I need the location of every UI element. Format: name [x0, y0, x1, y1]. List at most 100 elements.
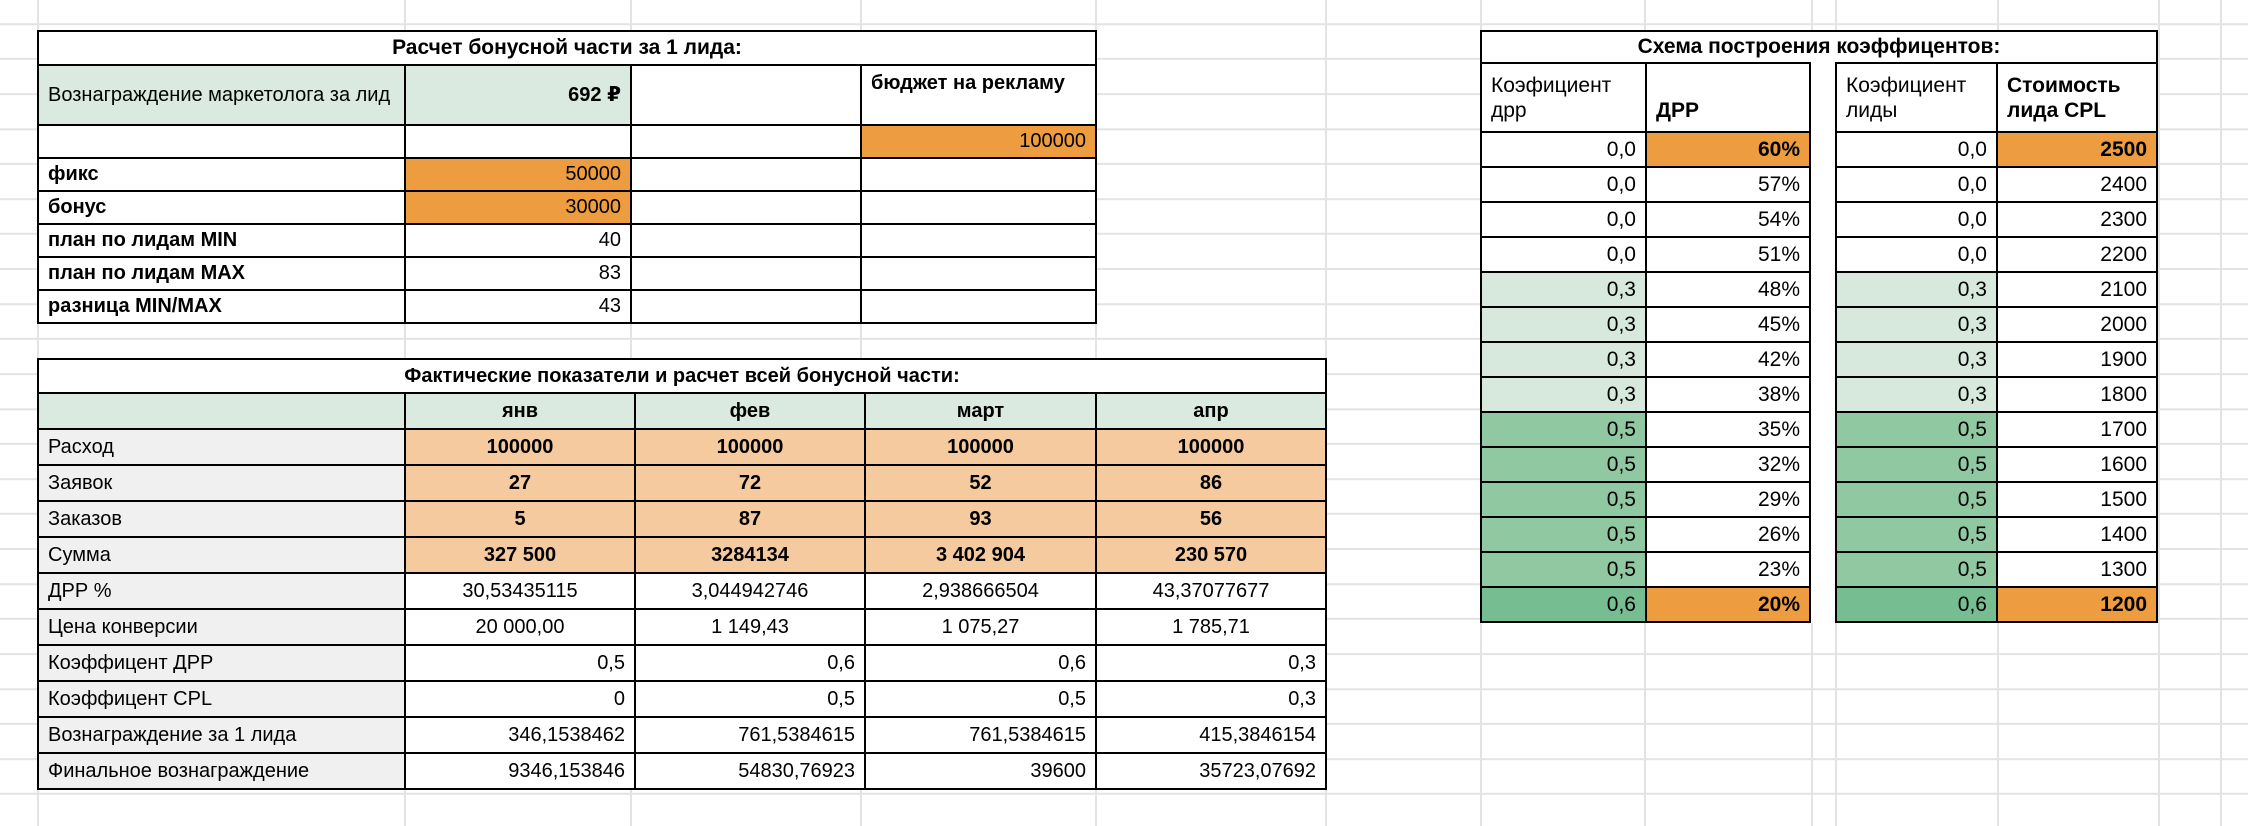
drr-coef-cell[interactable]: 0,0	[1482, 133, 1645, 166]
drr-coef-cell[interactable]: 0,5	[1482, 448, 1645, 481]
drr-table-header[interactable]: Коэфициент дрр	[1482, 64, 1645, 131]
cpl-value-cell[interactable]: 1900	[1998, 343, 2156, 376]
bonus-cell-r1c3[interactable]: 100000	[862, 126, 1095, 157]
cpl-table-header[interactable]: Коэфициент лиды	[1837, 64, 1996, 131]
drr-coef-cell[interactable]: 0,6	[1482, 588, 1645, 621]
cpl-coef-cell[interactable]: 0,0	[1837, 168, 1996, 201]
cpl-coef-cell[interactable]: 0,6	[1837, 588, 1996, 621]
cpl-coef-cell[interactable]: 0,5	[1837, 553, 1996, 586]
bonus-cell-r2c1[interactable]: 50000	[406, 159, 630, 190]
drr-value-cell[interactable]: 48%	[1647, 273, 1809, 306]
value-cell[interactable]: 0,5	[866, 682, 1095, 716]
cpl-value-cell[interactable]: 1600	[1998, 448, 2156, 481]
drr-value-cell[interactable]: 45%	[1647, 308, 1809, 341]
cpl-value-cell[interactable]: 2000	[1998, 308, 2156, 341]
value-cell[interactable]: 100000	[866, 430, 1095, 464]
value-cell[interactable]: 0,6	[636, 646, 864, 680]
drr-value-cell[interactable]: 35%	[1647, 413, 1809, 446]
value-cell[interactable]: 35723,07692	[1097, 754, 1325, 788]
value-cell[interactable]: 56	[1097, 502, 1325, 536]
value-cell[interactable]: 100000	[636, 430, 864, 464]
bonus-cell-r3c1[interactable]: 30000	[406, 192, 630, 223]
cpl-value-cell[interactable]: 2500	[1998, 133, 2156, 166]
cpl-coef-cell[interactable]: 0,5	[1837, 518, 1996, 551]
value-cell[interactable]: 346,1538462	[406, 718, 634, 752]
bonus-cell-empty[interactable]	[632, 159, 860, 190]
cpl-value-cell[interactable]: 1500	[1998, 483, 2156, 516]
row-label[interactable]: Коэффицент CPL	[39, 682, 404, 716]
drr-coef-cell[interactable]: 0,5	[1482, 483, 1645, 516]
value-cell[interactable]: 54830,76923	[636, 754, 864, 788]
cpl-coef-cell[interactable]: 0,5	[1837, 413, 1996, 446]
bonus-cell-empty[interactable]	[632, 258, 860, 289]
month-header[interactable]: фев	[636, 394, 864, 428]
actuals-table-title[interactable]: Фактические показатели и расчет всей бон…	[39, 360, 1325, 392]
actuals-header-corner[interactable]	[39, 394, 404, 428]
row-label[interactable]: Расход	[39, 430, 404, 464]
drr-value-cell[interactable]: 20%	[1647, 588, 1809, 621]
cpl-coef-cell[interactable]: 0,3	[1837, 343, 1996, 376]
row-label[interactable]: Коэффицент ДРР	[39, 646, 404, 680]
bonus-cell-r5c1[interactable]: 83	[406, 258, 630, 289]
cpl-value-cell[interactable]: 2200	[1998, 238, 2156, 271]
bonus-cell-empty[interactable]	[862, 159, 1095, 190]
bonus-cell-empty[interactable]	[632, 192, 860, 223]
drr-value-cell[interactable]: 54%	[1647, 203, 1809, 236]
value-cell[interactable]: 415,3846154	[1097, 718, 1325, 752]
value-cell[interactable]: 0,5	[636, 682, 864, 716]
bonus-cell-empty[interactable]	[39, 126, 404, 157]
cpl-value-cell[interactable]: 1800	[1998, 378, 2156, 411]
value-cell[interactable]: 761,5384615	[636, 718, 864, 752]
value-cell[interactable]: 2,938666504	[866, 574, 1095, 608]
value-cell[interactable]: 1 149,43	[636, 610, 864, 644]
bonus-cell-r0c3[interactable]: бюджет на рекламу	[862, 66, 1095, 124]
cpl-value-cell[interactable]: 1700	[1998, 413, 2156, 446]
cpl-coef-cell[interactable]: 0,0	[1837, 133, 1996, 166]
value-cell[interactable]: 20 000,00	[406, 610, 634, 644]
bonus-cell-empty[interactable]	[632, 126, 860, 157]
bonus-cell-empty[interactable]	[862, 258, 1095, 289]
bonus-table-title[interactable]: Расчет бонусной части за 1 лида:	[39, 32, 1095, 64]
drr-value-cell[interactable]: 38%	[1647, 378, 1809, 411]
drr-value-cell[interactable]: 29%	[1647, 483, 1809, 516]
cpl-coef-cell[interactable]: 0,0	[1837, 203, 1996, 236]
bonus-cell-empty[interactable]	[406, 126, 630, 157]
drr-coef-cell[interactable]: 0,3	[1482, 308, 1645, 341]
bonus-cell-empty[interactable]	[862, 291, 1095, 322]
value-cell[interactable]: 3,044942746	[636, 574, 864, 608]
value-cell[interactable]: 1 785,71	[1097, 610, 1325, 644]
bonus-cell-r5c0[interactable]: план по лидам MAX	[39, 258, 404, 289]
scheme-table-title[interactable]: Схема построения коэффицентов:	[1482, 32, 2156, 62]
drr-coef-cell[interactable]: 0,5	[1482, 413, 1645, 446]
row-label[interactable]: ДРР %	[39, 574, 404, 608]
value-cell[interactable]: 327 500	[406, 538, 634, 572]
drr-value-cell[interactable]: 23%	[1647, 553, 1809, 586]
value-cell[interactable]: 30,53435115	[406, 574, 634, 608]
value-cell[interactable]: 0	[406, 682, 634, 716]
value-cell[interactable]: 9346,153846	[406, 754, 634, 788]
cpl-coef-cell[interactable]: 0,5	[1837, 483, 1996, 516]
value-cell[interactable]: 3 402 904	[866, 538, 1095, 572]
value-cell[interactable]: 93	[866, 502, 1095, 536]
bonus-cell-r6c0[interactable]: разница MIN/MAX	[39, 291, 404, 322]
value-cell[interactable]: 0,6	[866, 646, 1095, 680]
cpl-coef-cell[interactable]: 0,3	[1837, 308, 1996, 341]
cpl-value-cell[interactable]: 2100	[1998, 273, 2156, 306]
month-header[interactable]: янв	[406, 394, 634, 428]
row-label[interactable]: Цена конверсии	[39, 610, 404, 644]
bonus-cell-empty[interactable]	[632, 225, 860, 256]
value-cell[interactable]: 5	[406, 502, 634, 536]
drr-value-cell[interactable]: 57%	[1647, 168, 1809, 201]
drr-coef-cell[interactable]: 0,3	[1482, 343, 1645, 376]
drr-coef-cell[interactable]: 0,5	[1482, 518, 1645, 551]
cpl-value-cell[interactable]: 1400	[1998, 518, 2156, 551]
row-label[interactable]: Финальное вознаграждение	[39, 754, 404, 788]
bonus-cell-r0c1[interactable]: 692 ₽	[406, 66, 630, 124]
cpl-value-cell[interactable]: 2300	[1998, 203, 2156, 236]
drr-value-cell[interactable]: 42%	[1647, 343, 1809, 376]
drr-value-cell[interactable]: 26%	[1647, 518, 1809, 551]
value-cell[interactable]: 3284134	[636, 538, 864, 572]
value-cell[interactable]: 100000	[406, 430, 634, 464]
drr-value-cell[interactable]: 60%	[1647, 133, 1809, 166]
value-cell[interactable]: 230 570	[1097, 538, 1325, 572]
